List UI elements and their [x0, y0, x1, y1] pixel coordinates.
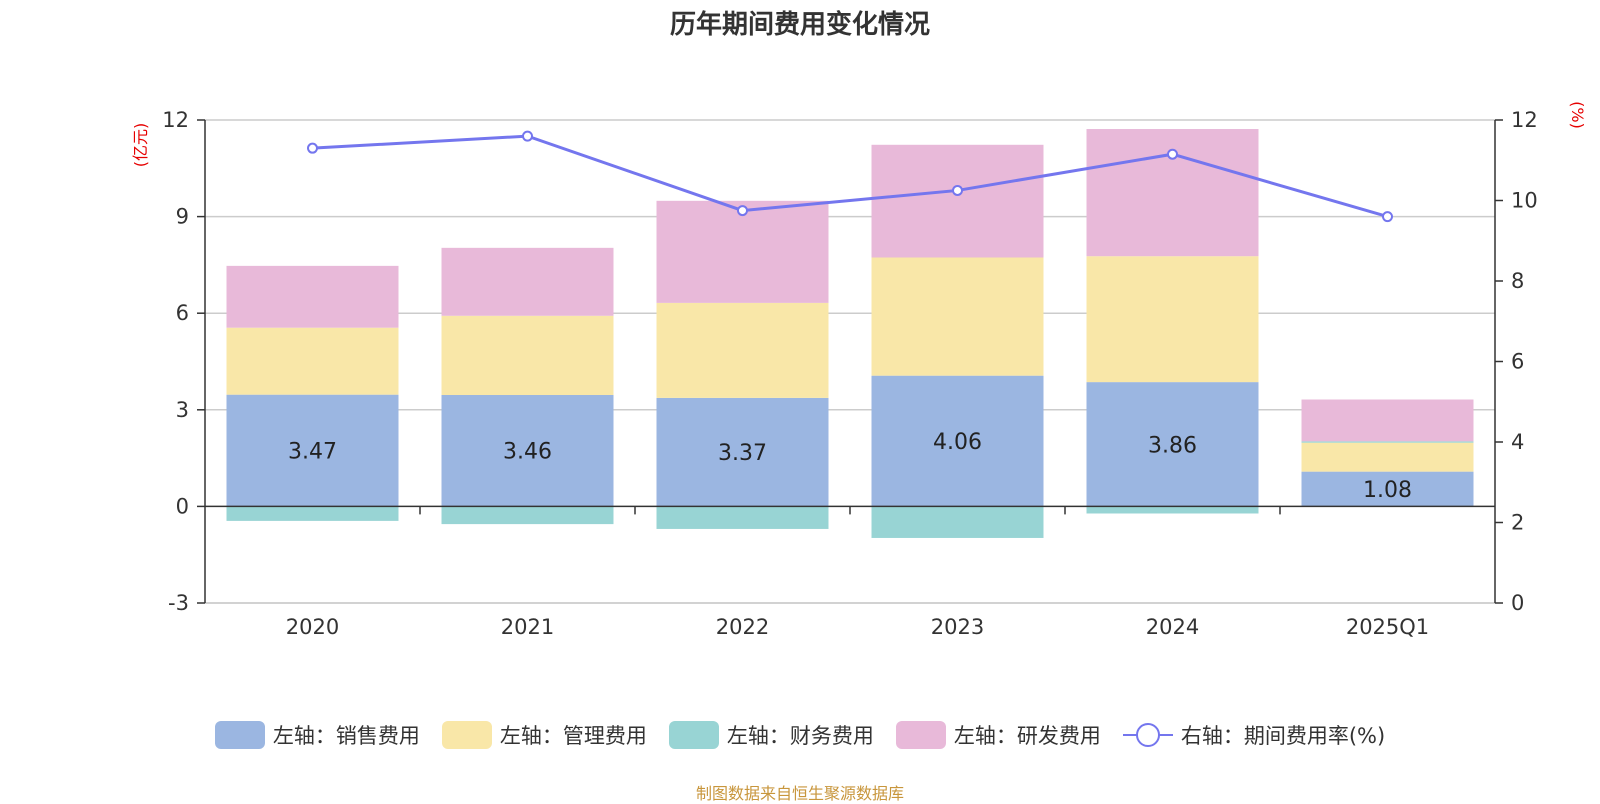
bar-2023-s2 — [871, 506, 1044, 538]
right-tick-label: 0 — [1511, 591, 1524, 615]
bar-2020-s1 — [226, 327, 399, 395]
right-tick-label: 4 — [1511, 430, 1524, 454]
legend-swatch-sales — [214, 721, 265, 749]
chart-title: 历年期间费用变化情况 — [669, 10, 930, 40]
expense-chart: -3 0 3 6 9 12 0 2 4 6 8 10 12 2020 2021 2022 2023 2024 202… — [131, 101, 1587, 639]
bar-2024-s2 — [1086, 506, 1259, 514]
category-label: 2023 — [931, 615, 984, 639]
legend: 左轴：销售费用 左轴：管理费用 左轴：财务费用 左轴：研发费用 右轴：期间费用率… — [0, 720, 1600, 750]
rate-point-2025Q1 — [1382, 211, 1393, 223]
left-tick-label: 12 — [162, 108, 189, 132]
bar-2023-s1 — [871, 257, 1044, 376]
source-note: 制图数据来自恒生聚源数据库 — [695, 784, 904, 803]
rate-line — [312, 134, 1388, 219]
legend-item-finance[interactable]: 左轴：财务费用 — [668, 720, 874, 750]
bar-2025Q1-s3 — [1301, 399, 1474, 442]
bar-value-label: 3.86 — [1148, 433, 1197, 458]
bar-2022-s1 — [656, 302, 829, 398]
bar-2022-s3 — [656, 200, 829, 303]
legend-swatch-admin — [441, 721, 492, 749]
bar-2023-s3 — [871, 144, 1044, 258]
bar-2023-s0 — [871, 375, 1044, 507]
bar-2022-s2 — [656, 506, 829, 529]
rate-point-2023 — [952, 184, 963, 196]
bar-value-label: 3.37 — [718, 441, 767, 466]
bar-value-label: 3.46 — [503, 440, 552, 465]
right-tick-label: 6 — [1511, 350, 1524, 374]
axes: -3 0 3 6 9 12 0 2 4 6 8 10 12 2020 2021 2022 2023 2024 202… — [162, 108, 1537, 639]
right-tick-label: 12 — [1511, 108, 1538, 132]
category-label: 2024 — [1146, 615, 1199, 639]
bar-2020-s0 — [226, 394, 399, 507]
rate-point-2021 — [522, 130, 533, 142]
data-labels: 3.47 3.46 3.37 4.06 3.86 1.08 — [288, 430, 1412, 503]
line-series — [307, 130, 1393, 223]
bar-2020-s3 — [226, 265, 399, 328]
right-tick-label: 8 — [1511, 269, 1524, 293]
bar-2021-s3 — [441, 247, 614, 316]
bar-value-label: 3.47 — [288, 440, 337, 465]
left-tick-label: -3 — [168, 591, 189, 615]
legend-item-admin[interactable]: 左轴：管理费用 — [441, 720, 647, 750]
legend-item-rd[interactable]: 左轴：研发费用 — [895, 720, 1101, 750]
left-tick-label: 3 — [176, 398, 189, 422]
bar-series — [226, 129, 1474, 538]
rate-point-2024 — [1167, 148, 1178, 160]
bar-2025Q1-s0 — [1301, 471, 1474, 507]
left-tick-label: 6 — [176, 301, 189, 325]
bar-2021-s2 — [441, 506, 614, 525]
bar-value-label: 1.08 — [1363, 478, 1412, 503]
rate-point-2020 — [307, 142, 318, 154]
bar-2021-s1 — [441, 315, 614, 395]
bar-value-label: 4.06 — [933, 430, 982, 455]
category-label: 2021 — [501, 615, 554, 639]
grid-lines — [205, 119, 1495, 604]
bar-2025Q1-s1 — [1301, 442, 1474, 472]
category-label: 2022 — [716, 615, 769, 639]
legend-item-rate[interactable]: 右轴：期间费用率(%) — [1122, 720, 1386, 750]
legend-swatch-finance — [668, 721, 719, 749]
bar-2025Q1-s2 — [1301, 441, 1474, 443]
left-axis-unit: (亿元) — [131, 123, 150, 168]
bar-2022-s0 — [656, 397, 829, 507]
bar-2020-s2 — [226, 506, 399, 521]
legend-label-finance: 左轴：财务费用 — [726, 724, 874, 748]
legend-label-sales: 左轴：销售费用 — [272, 724, 420, 748]
legend-swatch-rd — [895, 721, 946, 749]
legend-line-marker-icon — [1122, 721, 1173, 749]
legend-label-rate: 右轴：期间费用率(%) — [1180, 724, 1386, 748]
bar-2021-s0 — [441, 394, 614, 507]
legend-label-rd: 左轴：研发费用 — [953, 724, 1101, 748]
right-axis-unit: (%) — [1568, 101, 1587, 129]
legend-item-sales[interactable]: 左轴：销售费用 — [214, 720, 420, 750]
right-tick-label: 10 — [1511, 189, 1538, 213]
bar-2024-s0 — [1086, 382, 1259, 507]
left-tick-label: 9 — [176, 205, 189, 229]
legend-label-admin: 左轴：管理费用 — [499, 724, 647, 748]
left-tick-label: 0 — [176, 494, 189, 518]
category-label: 2020 — [286, 615, 339, 639]
category-label: 2025Q1 — [1346, 615, 1429, 639]
rate-point-2022 — [737, 205, 748, 217]
bar-2024-s1 — [1086, 256, 1259, 383]
bar-2024-s3 — [1086, 129, 1259, 257]
right-tick-label: 2 — [1511, 511, 1524, 535]
